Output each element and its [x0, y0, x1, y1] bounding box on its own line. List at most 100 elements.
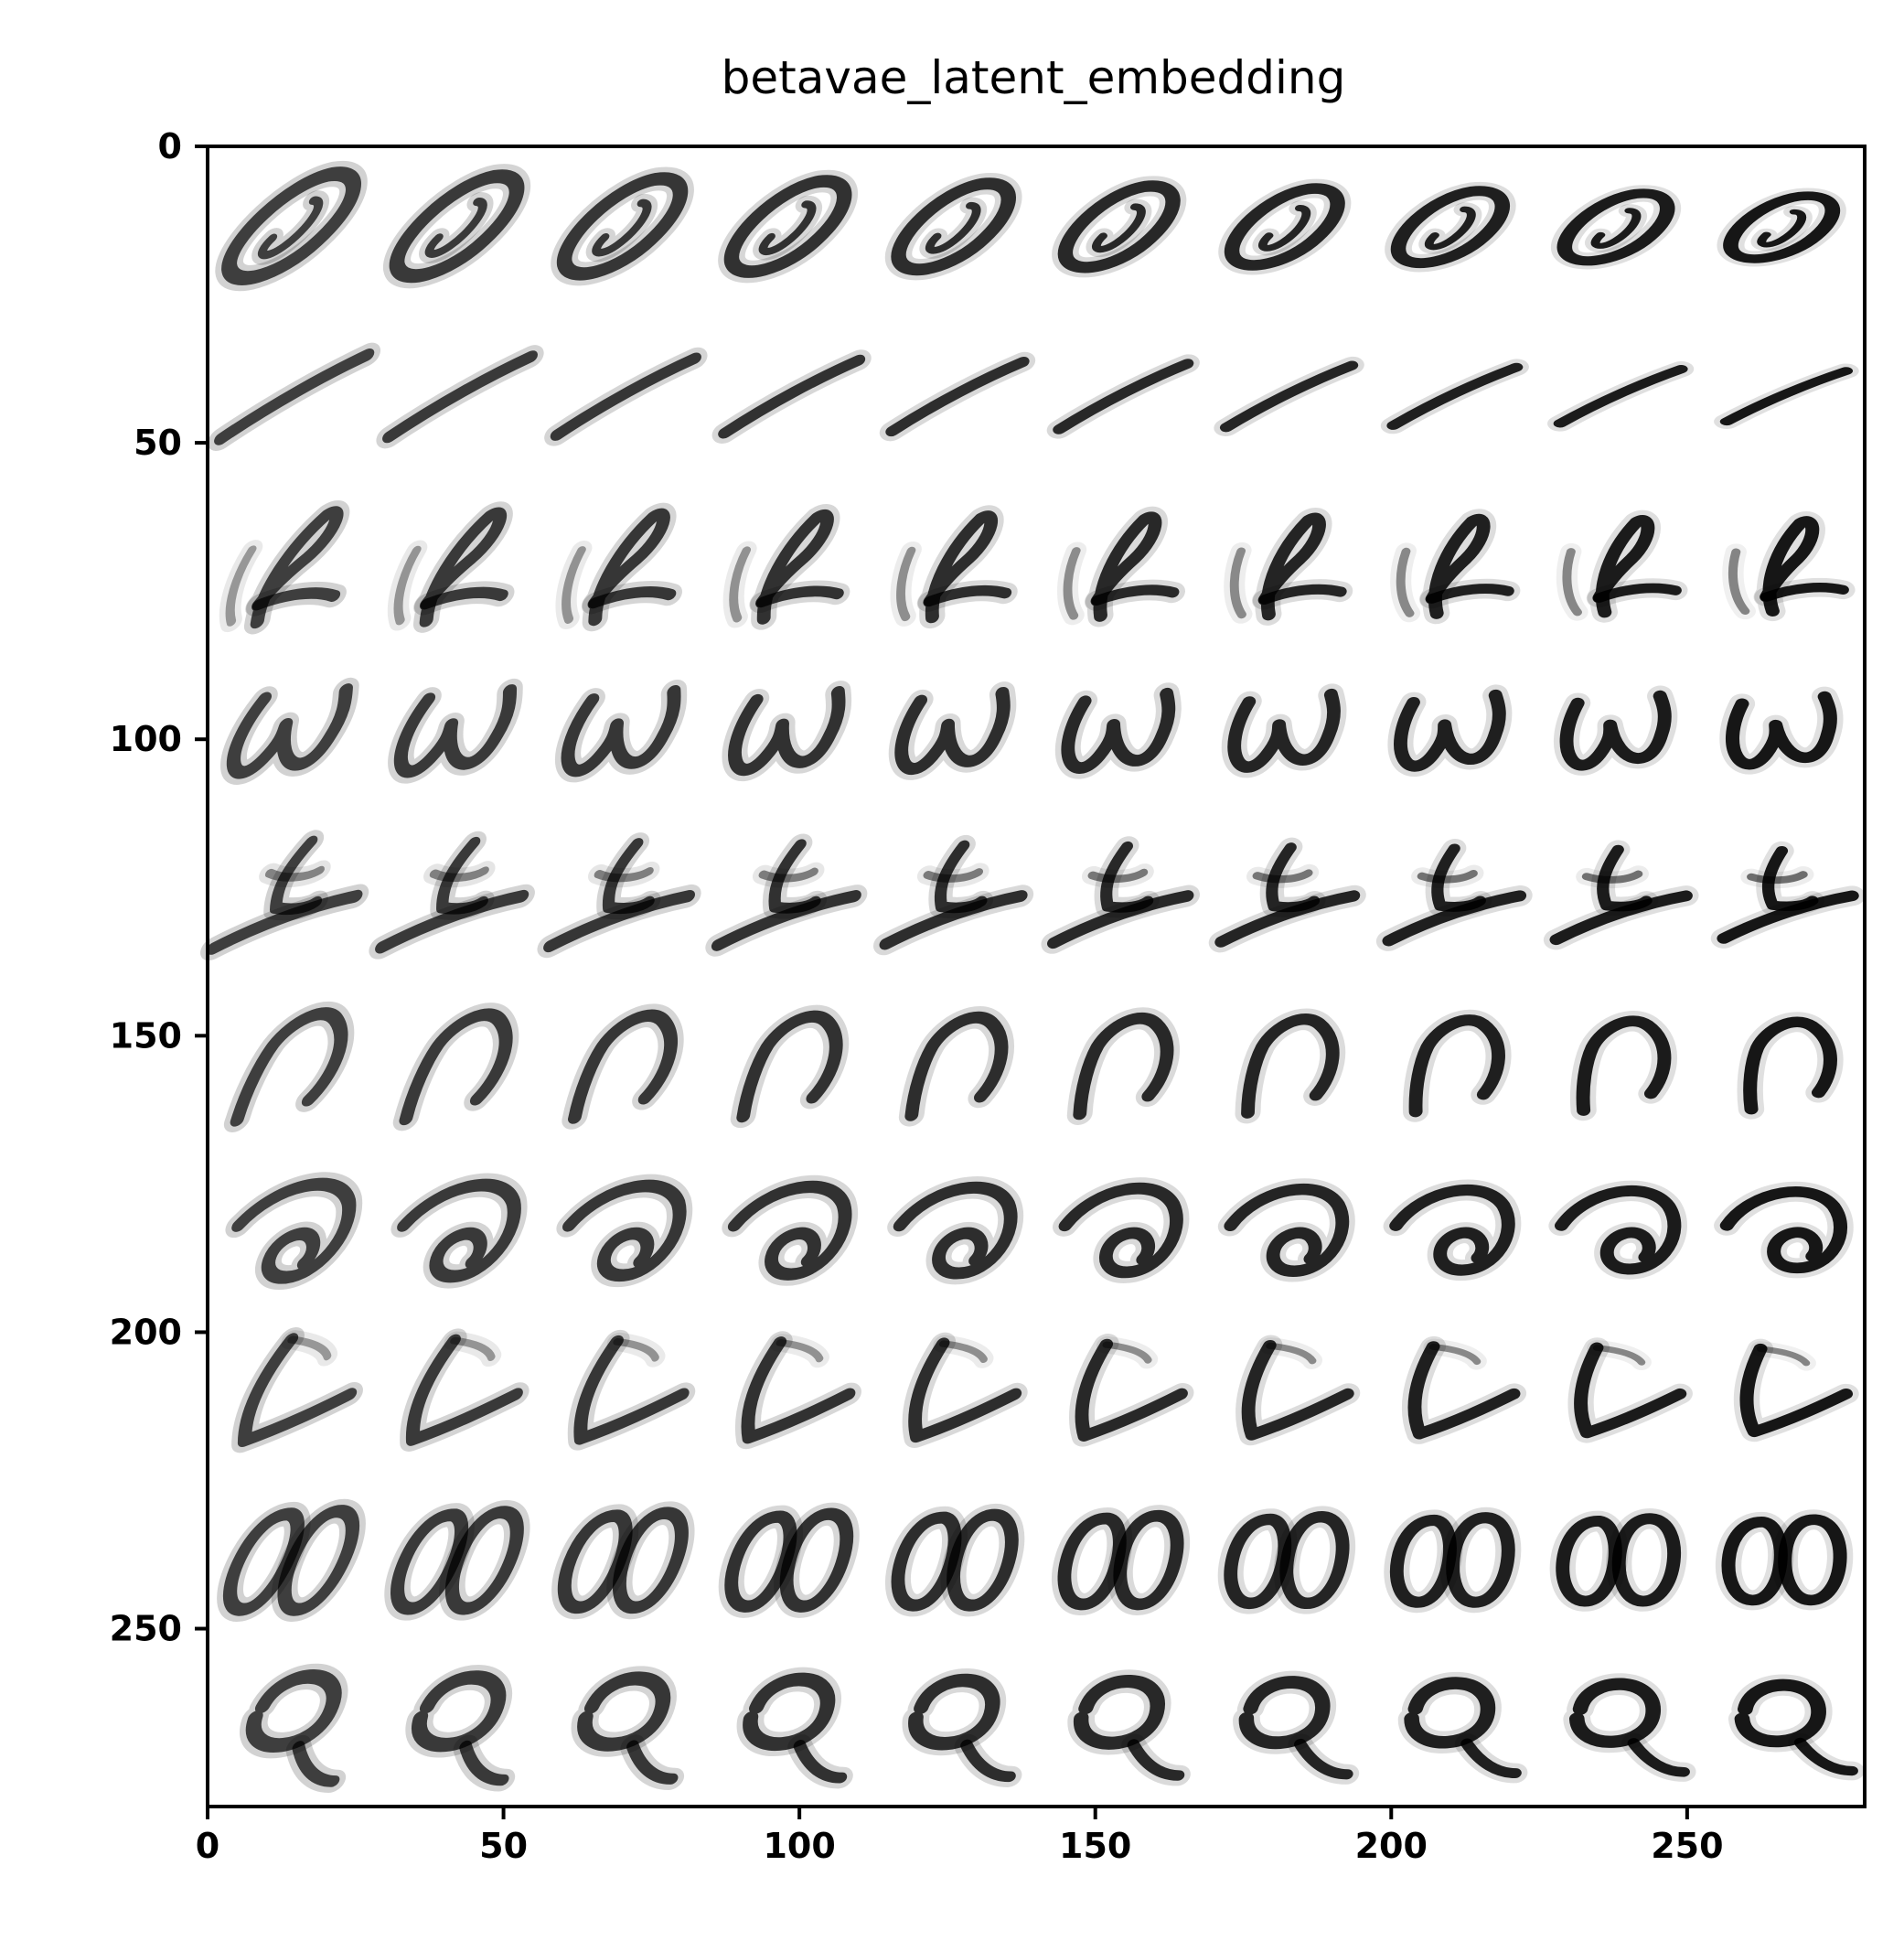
digit-cell	[902, 1332, 1028, 1448]
digit-stroke	[718, 354, 866, 439]
digit-cell	[1569, 1011, 1678, 1121]
digit-cell	[555, 502, 682, 632]
digit-cell	[551, 166, 694, 286]
digit-stroke	[250, 506, 344, 629]
digit-stroke	[1091, 584, 1180, 606]
digit-cell	[1722, 511, 1856, 622]
digit-stroke	[1721, 1517, 1788, 1606]
digit-stroke	[908, 1673, 1000, 1751]
digit-halo	[1750, 1341, 1816, 1371]
digit-stroke	[264, 865, 325, 882]
digit-stroke	[1214, 890, 1361, 948]
digit-stroke	[226, 683, 353, 779]
digit-cell	[1221, 683, 1347, 778]
digit-cell	[1233, 1670, 1360, 1785]
digit-cell	[1217, 1506, 1355, 1614]
digit-stroke	[1073, 1013, 1174, 1121]
digit-stroke	[245, 1669, 342, 1753]
y-tick-label: 150	[110, 1015, 182, 1056]
digit-cell	[392, 1003, 519, 1131]
digit-stroke	[723, 175, 852, 278]
digit-cell	[383, 164, 530, 289]
digit-stroke	[1229, 547, 1246, 619]
digit-stroke	[755, 509, 834, 625]
digit-halo	[1390, 542, 1421, 623]
digit-stroke	[938, 1340, 988, 1364]
digit-cell	[387, 501, 515, 633]
digit-stroke	[1396, 547, 1415, 617]
digit-stroke	[1224, 183, 1345, 271]
digit-cell	[1069, 1334, 1194, 1447]
digit-stroke	[1556, 188, 1675, 266]
digit-stroke	[904, 1011, 1009, 1121]
digit-cell	[730, 1004, 850, 1129]
digit-cell	[231, 1327, 363, 1453]
digit-stroke	[741, 1336, 856, 1444]
digit-halo	[1556, 542, 1588, 621]
x-tick-label: 50	[479, 1826, 528, 1866]
digit-stroke	[1627, 1738, 1690, 1777]
digit-cell	[711, 349, 872, 444]
digit-stroke	[1592, 1345, 1646, 1366]
digit-cell	[1054, 682, 1182, 779]
digit-stroke	[1553, 365, 1688, 428]
digit-cell	[1208, 837, 1366, 953]
digit-stroke	[626, 1740, 679, 1785]
digit-stroke	[561, 685, 681, 777]
digit-stroke	[1592, 515, 1655, 618]
digit-cell	[1052, 1505, 1191, 1615]
digit-cell	[1384, 1507, 1522, 1614]
digit-halo	[1081, 863, 1154, 888]
digit-cell	[544, 347, 708, 446]
digit-stroke	[1581, 870, 1643, 884]
digit-stroke	[1257, 512, 1326, 621]
digit-cell	[537, 832, 701, 959]
digit-stroke	[1102, 1341, 1152, 1364]
digit-cell	[208, 342, 381, 452]
digit-stroke	[893, 1181, 1018, 1280]
digit-stroke	[375, 889, 529, 954]
digit-cell	[562, 1003, 684, 1130]
chart-title: betavae_latent_embedding	[722, 51, 1346, 104]
digit-stroke	[1390, 1514, 1457, 1608]
digit-stroke	[924, 584, 1012, 607]
digit-stroke	[776, 1339, 824, 1363]
digit-cell	[879, 351, 1036, 442]
digit-cell	[384, 1500, 530, 1621]
digit-stroke	[1058, 1182, 1183, 1279]
digit-stroke	[1460, 1738, 1522, 1778]
digit-cell	[1383, 1179, 1522, 1281]
digit-stroke	[728, 686, 846, 777]
digit-halo	[423, 861, 496, 888]
digit-cell	[1553, 685, 1678, 776]
digit-stroke	[592, 198, 652, 257]
digit-halo	[259, 860, 331, 888]
digit-cell	[376, 345, 544, 449]
digit-cell	[223, 1002, 355, 1132]
digit-stroke	[1074, 1675, 1165, 1750]
digit-stroke	[390, 1508, 469, 1615]
axes-frame	[206, 145, 1867, 1808]
digit-stroke	[1568, 1678, 1661, 1748]
y-tick-label: 100	[110, 719, 182, 759]
digit-cell	[1387, 684, 1513, 777]
y-tick-label: 250	[110, 1609, 182, 1649]
digit-halo	[1057, 542, 1087, 626]
digit-stroke	[613, 1337, 659, 1362]
digit-halo	[1224, 542, 1253, 624]
digit-stroke	[419, 507, 508, 627]
digit-stroke	[1760, 583, 1849, 602]
digit-cell	[1728, 1674, 1865, 1781]
digit-stroke	[397, 1178, 521, 1283]
digit-stroke	[277, 1505, 359, 1616]
digit-stroke	[557, 1509, 633, 1614]
digit-stroke	[1279, 1511, 1350, 1609]
digit-stroke	[1562, 548, 1582, 617]
digit-cell	[1375, 839, 1533, 951]
digit-halo	[933, 1335, 994, 1368]
digit-stroke	[891, 177, 1016, 276]
digit-cell	[571, 1666, 685, 1790]
digit-stroke	[923, 868, 984, 883]
digit-stroke	[1404, 1677, 1495, 1749]
digit-stroke	[779, 1507, 854, 1613]
